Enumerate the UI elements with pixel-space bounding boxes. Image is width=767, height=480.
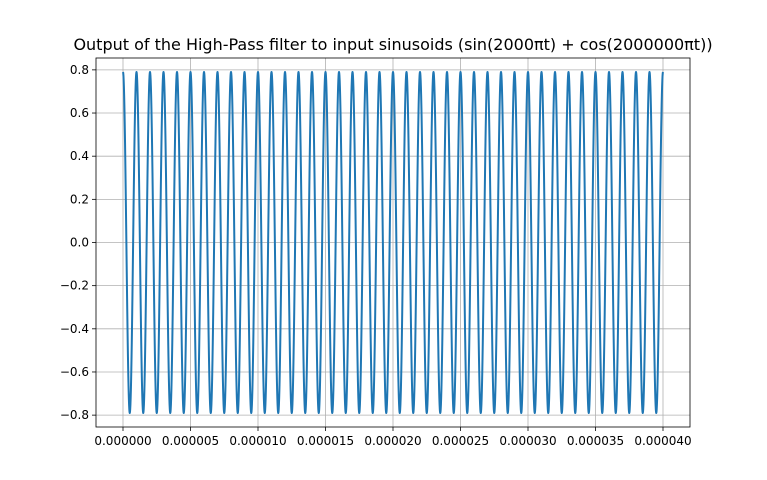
series-line-0 (122, 71, 664, 414)
x-tick-label: 0.000020 (364, 434, 421, 448)
x-tick-label: 0.000030 (499, 434, 556, 448)
y-tick-label: 0.4 (70, 149, 89, 163)
x-tick-label: 0.000010 (229, 434, 286, 448)
y-tick-label: 0.0 (70, 236, 89, 250)
y-tick-label: −0.6 (60, 365, 89, 379)
y-tick-label: −0.2 (60, 279, 89, 293)
x-tick-label: 0.000005 (162, 434, 219, 448)
x-tick-label: 0.000015 (297, 434, 354, 448)
y-tick-label: 0.2 (70, 192, 89, 206)
y-axis: −0.8 −0.6 −0.4 −0.2 0.0 0.2 0.4 0.6 0.8 (60, 63, 96, 422)
y-tick-label: 0.6 (70, 106, 89, 120)
x-axis: 0.000000 0.000005 0.000010 0.000015 0.000020… (94, 427, 692, 448)
y-tick-label: −0.4 (60, 322, 89, 336)
x-tick-label: 0.000000 (94, 434, 151, 448)
x-tick-label: 0.000025 (432, 434, 489, 448)
y-tick-label: −0.8 (60, 408, 89, 422)
x-tick-label: 0.000035 (567, 434, 624, 448)
y-tick-label: 0.8 (70, 63, 89, 77)
series-layer (122, 71, 664, 414)
chart-title: Output of the High-Pass filter to input … (73, 35, 712, 54)
x-tick-label: 0.000040 (634, 434, 691, 448)
